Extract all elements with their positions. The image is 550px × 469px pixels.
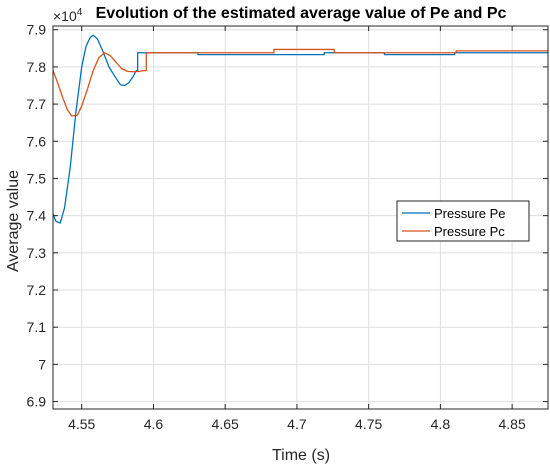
x-tick-label: 4.65 <box>212 416 239 432</box>
x-tick-label: 4.55 <box>68 416 95 432</box>
x-tick-label: 4.8 <box>431 416 451 432</box>
legend: Pressure Pe Pressure Pc <box>396 200 530 242</box>
y-tick-label: 6.9 <box>27 394 47 410</box>
legend-label-pressure-pc: Pressure Pc <box>434 224 505 239</box>
series-line-pressure-pc <box>53 48 548 117</box>
y-tick-label: 7.6 <box>27 133 47 149</box>
series-line-pressure-pe <box>53 34 548 224</box>
x-axis-label: Time (s) <box>272 447 330 464</box>
y-tick-label: 7.4 <box>27 208 47 224</box>
y-tick-label: 7.7 <box>27 96 47 112</box>
y-exponent-label: ×104 <box>53 7 83 24</box>
y-tick-label: 7.3 <box>27 245 47 261</box>
x-axis: 4.55 4.6 4.65 4.7 4.75 4.8 4.85 <box>68 26 526 432</box>
x-tick-label: 4.85 <box>499 416 526 432</box>
x-tick-label: 4.7 <box>287 416 307 432</box>
y-axis-label: Average value <box>5 170 22 272</box>
x-tick-label: 4.6 <box>144 416 164 432</box>
legend-box <box>396 200 530 242</box>
legend-label-pressure-pe: Pressure Pe <box>434 206 506 221</box>
y-tick-label: 7.5 <box>27 170 47 186</box>
y-tick-label: 7 <box>38 356 46 372</box>
y-axis: 6.9 7 7.1 7.2 7.3 7.4 7.5 7.6 7.7 7.8 7.9 <box>27 22 548 410</box>
x-tick-label: 4.75 <box>355 416 382 432</box>
y-tick-label: 7.1 <box>27 319 47 335</box>
chart-title: Evolution of the estimated average value… <box>96 5 507 22</box>
axes-box <box>52 25 549 410</box>
y-tick-label: 7.8 <box>27 59 47 75</box>
y-tick-label: 7.2 <box>27 282 47 298</box>
plot-area <box>53 34 548 224</box>
y-tick-label: 7.9 <box>27 22 47 38</box>
